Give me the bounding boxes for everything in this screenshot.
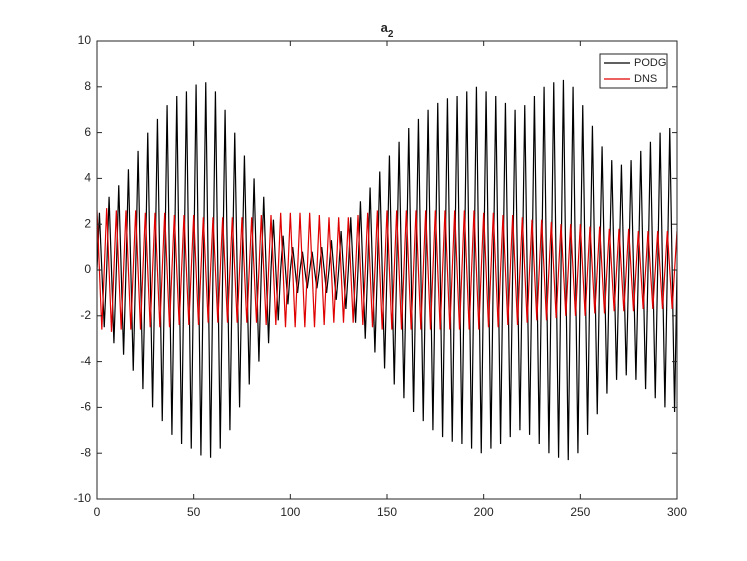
y-tick-label: 2 — [84, 216, 91, 230]
y-tick-label: -4 — [80, 354, 91, 368]
y-tick-label: -10 — [74, 491, 92, 505]
y-tick-label: -8 — [80, 445, 91, 459]
data-line — [97, 79, 677, 461]
y-tick-label: 10 — [78, 33, 92, 47]
y-tick-label: -2 — [80, 308, 91, 322]
x-tick-label: 0 — [94, 505, 101, 519]
x-tick-label: 150 — [377, 505, 397, 519]
legend-label: PODG — [634, 57, 666, 69]
x-tick-label: 50 — [187, 505, 201, 519]
title-text: a — [381, 20, 389, 35]
data-line — [97, 208, 677, 332]
legend-box — [599, 53, 668, 89]
title-subscript: 2 — [388, 29, 394, 40]
y-tick-label: 4 — [84, 171, 91, 185]
y-tick-label: 6 — [84, 125, 91, 139]
chart-title: a2 — [381, 20, 394, 39]
y-tick-label: 0 — [84, 262, 91, 276]
x-tick-label: 300 — [667, 505, 687, 519]
x-tick-label: 200 — [474, 505, 494, 519]
y-tick-label: -6 — [80, 400, 91, 414]
y-tick-label: 8 — [84, 79, 91, 93]
x-tick-label: 250 — [570, 505, 590, 519]
x-tick-label: 100 — [280, 505, 300, 519]
legend-label: DNS — [634, 73, 657, 85]
